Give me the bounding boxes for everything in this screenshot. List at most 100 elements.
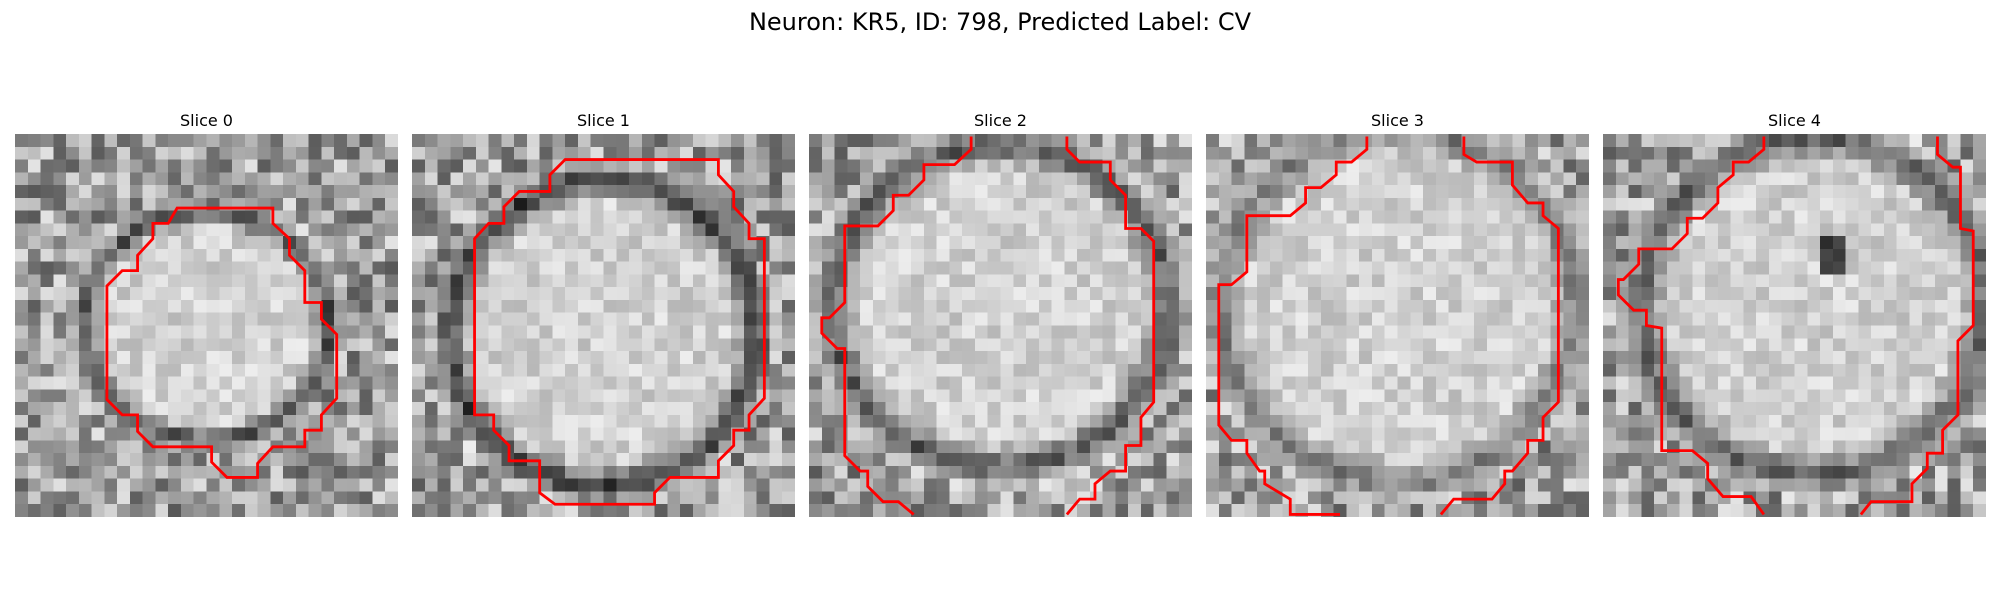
pixel xyxy=(860,249,873,262)
pixel xyxy=(1884,147,1897,160)
pixel xyxy=(1948,300,1961,313)
pixel xyxy=(822,402,835,415)
pixel xyxy=(28,389,41,402)
pixel xyxy=(1846,479,1859,492)
pixel xyxy=(1283,389,1296,402)
pixel xyxy=(66,453,79,466)
pixel xyxy=(1385,313,1398,326)
pixel xyxy=(476,249,489,262)
pixel xyxy=(104,160,117,173)
pixel xyxy=(667,415,680,428)
pixel xyxy=(1487,326,1500,339)
pixel xyxy=(1960,466,1973,479)
pixel xyxy=(1705,160,1718,173)
pixel xyxy=(1410,402,1423,415)
pixel xyxy=(1654,466,1667,479)
pixel xyxy=(1563,172,1576,185)
pixel xyxy=(1846,326,1859,339)
pixel xyxy=(1667,326,1680,339)
pixel xyxy=(143,185,156,198)
pixel xyxy=(565,236,578,249)
pixel xyxy=(1410,147,1423,160)
pixel xyxy=(1705,185,1718,198)
pixel xyxy=(1026,479,1039,492)
pixel xyxy=(642,440,655,453)
pixel xyxy=(911,428,924,441)
pixel xyxy=(1960,160,1973,173)
pixel xyxy=(937,466,950,479)
pixel xyxy=(718,223,731,236)
pixel xyxy=(693,185,706,198)
pixel xyxy=(769,185,782,198)
pixel xyxy=(886,440,899,453)
pixel xyxy=(655,389,668,402)
pixel xyxy=(847,364,860,377)
pixel xyxy=(1321,453,1334,466)
pixel xyxy=(79,211,92,224)
pixel xyxy=(1257,415,1270,428)
pixel xyxy=(886,389,899,402)
pixel xyxy=(1474,389,1487,402)
pixel xyxy=(1308,198,1321,211)
pixel xyxy=(642,428,655,441)
pixel xyxy=(1179,274,1192,287)
pixel xyxy=(41,172,54,185)
pixel xyxy=(79,351,92,364)
pixel xyxy=(1257,134,1270,147)
pixel xyxy=(1372,262,1385,275)
pixel xyxy=(604,338,617,351)
pixel xyxy=(1603,466,1616,479)
pixel xyxy=(1052,415,1065,428)
pixel xyxy=(1039,249,1052,262)
pixel xyxy=(489,262,502,275)
pixel xyxy=(438,479,451,492)
pixel xyxy=(476,300,489,313)
pixel xyxy=(860,504,873,517)
pixel xyxy=(321,491,334,504)
pixel xyxy=(1372,236,1385,249)
pixel xyxy=(1820,313,1833,326)
pixel xyxy=(1935,274,1948,287)
pixel xyxy=(1232,249,1245,262)
pixel xyxy=(1782,402,1795,415)
pixel xyxy=(450,428,463,441)
pixel xyxy=(309,491,322,504)
pixel xyxy=(28,172,41,185)
pixel xyxy=(1807,338,1820,351)
pixel xyxy=(860,338,873,351)
pixel xyxy=(1206,262,1219,275)
pixel xyxy=(1487,466,1500,479)
pixel xyxy=(1948,453,1961,466)
pixel xyxy=(489,479,502,492)
pixel xyxy=(1563,147,1576,160)
pixel xyxy=(1909,313,1922,326)
pixel xyxy=(168,428,181,441)
pixel xyxy=(680,402,693,415)
pixel xyxy=(809,377,822,390)
pixel xyxy=(565,479,578,492)
pixel xyxy=(1667,377,1680,390)
pixel xyxy=(949,364,962,377)
pixel xyxy=(438,313,451,326)
pixel xyxy=(847,134,860,147)
pixel xyxy=(718,491,731,504)
pixel xyxy=(450,287,463,300)
pixel xyxy=(1756,236,1769,249)
pixel xyxy=(1410,223,1423,236)
pixel xyxy=(425,236,438,249)
pixel xyxy=(194,172,207,185)
pixel xyxy=(629,287,642,300)
pixel xyxy=(155,198,168,211)
pixel xyxy=(1141,134,1154,147)
pixel xyxy=(1846,313,1859,326)
pixel xyxy=(886,402,899,415)
pixel xyxy=(1616,504,1629,517)
pixel xyxy=(1743,211,1756,224)
pixel xyxy=(1206,274,1219,287)
pixel xyxy=(385,351,398,364)
pixel xyxy=(527,300,540,313)
pixel xyxy=(309,211,322,224)
pixel xyxy=(911,415,924,428)
pixel xyxy=(1206,249,1219,262)
pixel xyxy=(1141,504,1154,517)
